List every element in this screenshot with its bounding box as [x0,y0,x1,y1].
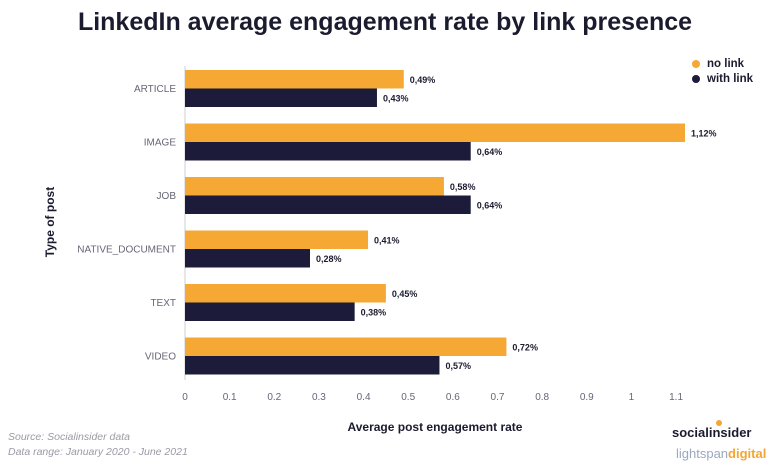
x-tick-label: 0.6 [446,392,460,403]
bar-with-link-native_document [185,249,310,268]
bar-with-link-image [185,142,471,161]
data-label: 0,64% [477,200,503,210]
chart-title: LinkedIn average engagement rate by link… [77,8,693,36]
source-text: Source: Socialinsider data [8,431,130,443]
data-label: 0,58% [450,182,476,192]
data-range-text: Data range: January 2020 - June 2021 [8,446,188,458]
data-label: 0,64% [477,147,503,157]
bar-no-link-article [185,70,404,89]
category-label: JOB [157,191,177,202]
legend-label-no-link: no link [707,57,745,70]
bar-no-link-text [185,284,386,303]
logo-dot-icon [716,420,722,426]
bar-with-link-video [185,356,440,375]
source-note: Source: Socialinsider data Data range: J… [8,430,188,460]
data-label: 0,57% [445,361,471,371]
category-label: VIDEO [145,352,176,363]
x-tick-label: 1.1 [669,392,683,403]
x-tick-label: 0.5 [401,392,415,403]
data-label: 1,12% [691,128,717,138]
digital-text: digital [728,446,767,461]
legend-item-no-link[interactable]: no link [692,56,753,71]
bar-no-link-image [185,123,685,142]
x-tick-label: 0.9 [580,392,594,403]
data-label: 0,38% [361,307,387,317]
data-label: 0,72% [512,342,538,352]
data-label: 0,45% [392,289,418,299]
x-tick-label: 0 [182,392,188,403]
data-label: 0,41% [374,235,400,245]
chart-legend: no link with link [692,56,753,86]
data-label: 0,43% [383,93,409,103]
category-label: NATIVE_DOCUMENT [77,245,176,256]
legend-label-with-link: with link [707,72,753,85]
x-tick-label: 0.1 [223,392,237,403]
bar-no-link-video [185,337,507,356]
bar-no-link-native_document [185,230,369,249]
data-label: 0,49% [410,75,436,85]
legend-swatch-no-link [692,59,700,68]
x-tick-label: 1 [629,392,635,403]
bar-with-link-text [185,302,355,321]
legend-swatch-with-link [692,74,700,83]
x-tick-label: 0.4 [357,392,371,403]
x-axis-title: Average post engagement rate [348,420,523,434]
category-label: TEXT [150,298,176,309]
bar-with-link-job [185,195,471,214]
bar-with-link-article [185,88,377,107]
category-label: IMAGE [144,138,177,149]
x-tick-label: 0.7 [491,392,505,403]
bar-no-link-job [185,177,444,196]
y-axis-title: Type of post [43,187,57,257]
data-label: 0,28% [316,254,342,264]
lightspan-text: lightspan [676,446,729,461]
category-label: ARTICLE [134,84,176,95]
legend-item-with-link[interactable]: with link [692,71,753,86]
x-tick-label: 0.8 [535,392,549,403]
socialinsider-logo: socialinsider [672,425,752,440]
x-tick-label: 0.2 [267,392,281,403]
lightspan-digital-logo: lightspandigital [676,446,766,461]
x-tick-label: 0.3 [312,392,326,403]
